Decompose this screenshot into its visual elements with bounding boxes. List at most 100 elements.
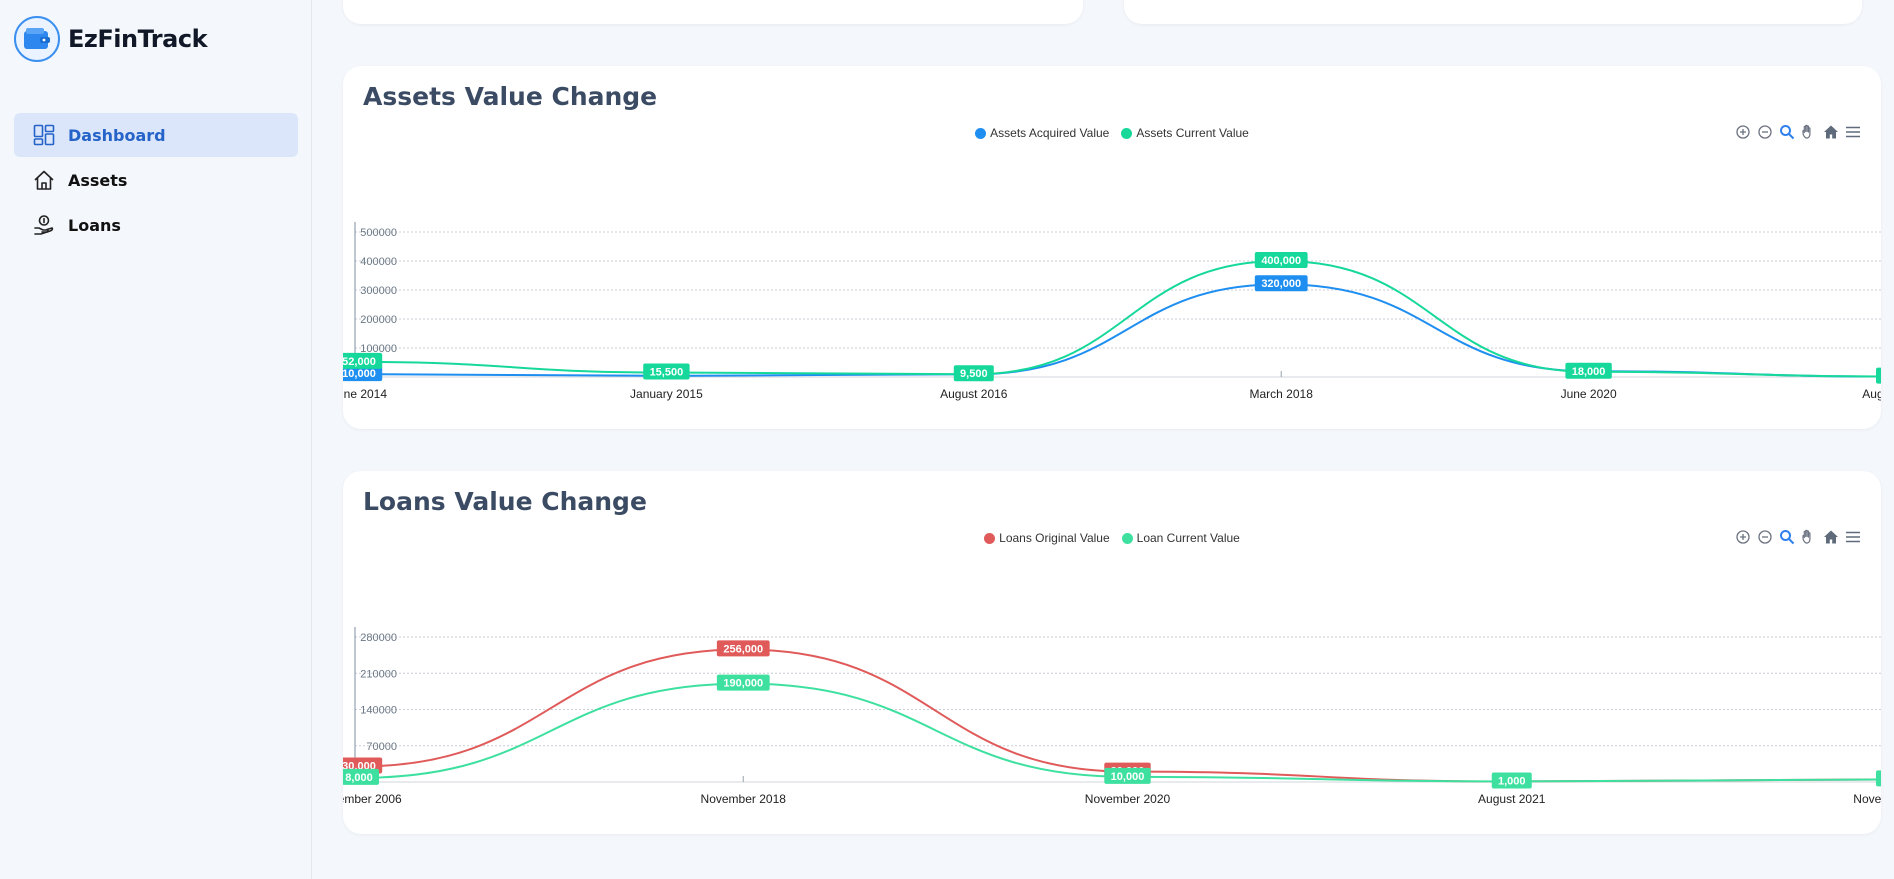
reset-home-icon[interactable] [1821,527,1841,547]
x-tick-label: November 2024 [1853,792,1881,806]
assets-chart-card: Assets Value Change Assets Acquired Valu… [343,66,1881,429]
sidebar-nav: Dashboard Assets Loans [14,113,298,248]
svg-text:1,000: 1,000 [1498,775,1526,787]
wallet-logo-icon [14,16,60,62]
y-tick-label: 70000 [366,741,397,753]
x-tick-label: November 2006 [343,792,402,806]
app-name: EzFinTrack [68,25,208,53]
x-tick-label: January 2015 [630,387,703,401]
sidebar-item-assets[interactable]: Assets [14,158,298,202]
brand[interactable]: EzFinTrack [14,16,208,62]
chart-toolbar [1731,527,1863,547]
data-label: 400,000 [1254,252,1308,268]
legend-item[interactable]: Assets Current Value [1121,126,1249,140]
pan-hand-icon[interactable] [1799,122,1819,142]
series-line [358,259,1881,378]
y-tick-label: 210000 [360,668,397,680]
svg-text:10,000: 10,000 [1111,771,1145,783]
x-tick-label: November 2018 [701,792,787,806]
svg-text:256,000: 256,000 [723,643,763,655]
y-tick-label: 400000 [360,256,397,268]
legend-marker [1121,532,1133,544]
legend-marker [975,127,987,139]
y-tick-label: 100000 [360,343,397,355]
x-tick-label: November 2020 [1085,792,1171,806]
y-tick-label: 500000 [360,227,397,239]
sidebar-item-label: Dashboard [68,125,166,145]
zoom-select-icon[interactable] [1777,527,1797,547]
legend-label: Assets Current Value [1136,126,1249,140]
svg-text:18,000: 18,000 [1572,366,1606,378]
legend-item[interactable]: Loans Original Value [984,531,1110,545]
pan-hand-icon[interactable] [1799,527,1819,547]
legend-item[interactable]: Assets Acquired Value [975,126,1109,140]
top-card-right [1124,0,1862,24]
legend-marker [984,532,996,544]
assets-chart-plot: 500000 400000 300000 200000 100000 June 2014 J… [343,222,1881,401]
series-line [358,682,1881,783]
sidebar-item-label: Assets [68,170,128,190]
data-label: 190,000 [716,674,770,691]
y-tick-label: 200000 [360,314,397,326]
zoom-select-icon[interactable] [1777,122,1797,142]
legend-marker [1121,127,1133,139]
chart-toolbar [1731,122,1863,142]
svg-text:10,000: 10,000 [343,368,376,380]
top-card-left [343,0,1083,24]
data-label: 9,500 [953,365,994,382]
x-tick-label: August 2021 [1478,792,1546,806]
data-label: 320,000 [1254,275,1308,292]
legend-label: Loan Current Value [1136,531,1240,545]
data-label: 256,000 [716,640,770,657]
data-label: 52,000 [343,352,383,369]
svg-text:52,000: 52,000 [343,356,376,368]
sidebar-item-label: Loans [68,215,121,235]
x-tick-label: June 2014 [343,387,387,401]
y-tick-label: 280000 [360,632,397,644]
legend-label: Assets Acquired Value [990,126,1110,140]
loans-chart-card: Loans Value Change Loans Original Value … [343,471,1881,834]
x-tick-label: March 2018 [1250,387,1314,401]
data-label: 8,000 [343,768,379,785]
sidebar-item-loans[interactable]: Loans [14,203,298,247]
data-label: 18,000 [1565,362,1612,379]
dashboard-icon [32,123,56,147]
x-tick-label: August 2021 [1862,387,1881,401]
data-label: 10,000 [343,365,383,382]
x-tick-label: June 2020 [1561,387,1617,401]
sidebar-item-dashboard[interactable]: Dashboard [14,113,298,157]
legend-item[interactable]: Loan Current Value [1121,531,1240,545]
data-label: 1,500 [1876,367,1881,384]
home-icon [32,168,56,192]
sidebar: EzFinTrack Dashboard Asse [0,0,312,879]
y-tick-label: 140000 [360,705,397,717]
menu-icon[interactable] [1843,122,1863,142]
zoom-out-icon[interactable] [1755,122,1775,142]
data-label: 1,000 [1491,772,1532,789]
chart-title: Loans Value Change [363,487,647,516]
data-label: 5,000 [1876,770,1881,787]
series-line [358,283,1881,378]
chart-legend: Assets Acquired Value Assets Current Val… [343,126,1881,140]
svg-text:190,000: 190,000 [723,678,763,690]
svg-text:400,000: 400,000 [1261,255,1301,267]
legend-label: Loans Original Value [999,531,1110,545]
loans-chart-plot: 280000 210000 140000 70000 November 2006 Nove… [343,627,1881,806]
svg-text:8,000: 8,000 [345,772,373,784]
svg-text:320,000: 320,000 [1261,278,1301,290]
hand-coin-icon [32,213,56,237]
zoom-in-icon[interactable] [1733,122,1753,142]
svg-text:9,500: 9,500 [960,368,988,380]
data-label: 15,500 [643,363,690,380]
data-label: 10,000 [1104,767,1151,784]
chart-title: Assets Value Change [363,82,658,111]
y-tick-label: 300000 [360,285,397,297]
zoom-out-icon[interactable] [1755,527,1775,547]
zoom-in-icon[interactable] [1733,527,1753,547]
chart-legend: Loans Original Value Loan Current Value [343,531,1881,545]
svg-text:15,500: 15,500 [650,367,684,379]
series-line [358,648,1881,783]
x-tick-label: August 2016 [940,387,1008,401]
reset-home-icon[interactable] [1821,122,1841,142]
menu-icon[interactable] [1843,527,1863,547]
